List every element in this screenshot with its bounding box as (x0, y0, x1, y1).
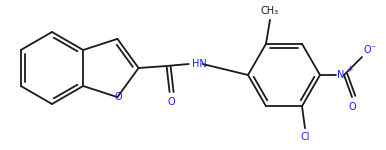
Text: O: O (168, 97, 175, 107)
Text: O: O (115, 92, 122, 102)
Text: +: + (346, 64, 352, 74)
Text: CH₃: CH₃ (261, 6, 279, 16)
Text: O: O (348, 102, 356, 112)
Text: ⁻: ⁻ (371, 44, 376, 54)
Text: HN: HN (191, 59, 207, 69)
Text: Cl: Cl (300, 132, 310, 142)
Text: N: N (337, 70, 344, 80)
Text: O: O (364, 45, 372, 55)
